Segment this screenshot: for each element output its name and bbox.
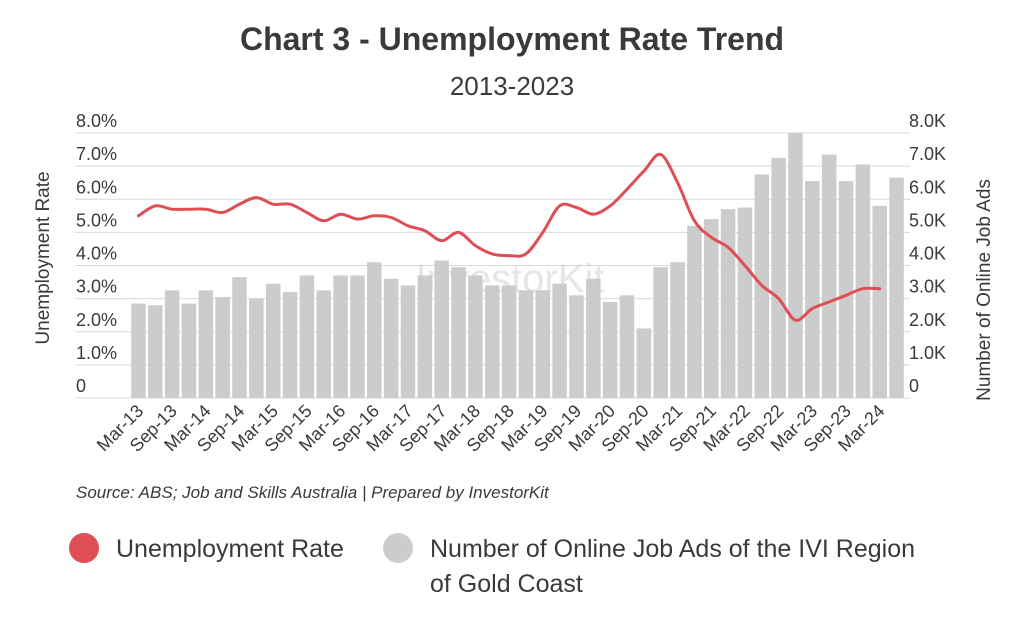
watermark: InvestorKit	[416, 257, 605, 301]
job-ads-bar	[518, 290, 534, 398]
job-ads-bar	[535, 290, 551, 398]
job-ads-bar	[215, 296, 230, 398]
right-axis-ticks: 0 1.0K 2.0K 3.0K 4.0K 5.0K 6.0K 7.0K 8.0K	[909, 111, 946, 396]
job-ads-bar	[333, 275, 348, 398]
left-tick-label: 8.0%	[76, 111, 117, 131]
job-ads-bar	[131, 303, 146, 398]
job-ads-bar	[148, 305, 163, 398]
left-axis-label: Unemployment Rate	[33, 171, 54, 344]
job-ads-bar	[484, 285, 500, 398]
job-ads-bar	[383, 278, 399, 398]
left-tick-label: 0	[76, 376, 86, 396]
right-tick-label: 5.0K	[909, 210, 946, 230]
x-axis-ticks: Mar-13Sep-13Mar-14Sep-14Mar-15Sep-15Mar-…	[93, 401, 889, 456]
legend-line-label: Unemployment Rate	[116, 535, 344, 563]
job-ads-bar	[653, 267, 668, 398]
job-ads-bar	[299, 275, 315, 398]
left-tick-label: 1.0%	[76, 343, 117, 363]
left-tick-label: 6.0%	[76, 177, 117, 197]
left-tick-label: 2.0%	[76, 310, 117, 330]
job-ads-bar	[704, 219, 719, 398]
right-tick-label: 7.0K	[909, 144, 946, 164]
legend: Unemployment Rate Number of Online Job A…	[69, 533, 915, 598]
job-ads-bar	[181, 303, 197, 398]
legend-line-swatch	[69, 533, 99, 563]
job-ads-bar	[282, 292, 298, 398]
job-ads-bar	[602, 301, 618, 398]
job-ads-bar	[265, 283, 281, 398]
job-ads-bar	[350, 275, 365, 398]
legend-bar-label-line2: of Gold Coast	[430, 570, 583, 598]
job-ads-bar	[788, 133, 803, 398]
unemployment-rate-line	[136, 152, 882, 322]
job-ads-bar	[687, 225, 702, 398]
right-tick-label: 8.0K	[909, 111, 946, 131]
job-ads-bar	[619, 295, 635, 398]
job-ads-bar	[198, 290, 214, 398]
job-ads-bar	[636, 328, 652, 398]
job-ads-bar	[367, 262, 382, 398]
left-tick-label: 7.0%	[76, 144, 117, 164]
job-ads-bar	[249, 298, 264, 398]
job-ads-bar	[434, 260, 449, 398]
job-ads-bar	[468, 275, 483, 398]
right-tick-label: 4.0K	[909, 244, 946, 264]
job-ads-bar	[501, 285, 517, 398]
right-tick-label: 3.0K	[909, 277, 946, 297]
job-ads-bar	[805, 181, 820, 398]
legend-bar-swatch	[383, 533, 413, 563]
job-ads-bar	[720, 209, 736, 398]
line-series	[136, 152, 882, 322]
job-ads-bar	[586, 278, 601, 398]
chart-subtitle: 2013-2023	[450, 71, 574, 101]
job-ads-bar	[400, 285, 416, 398]
left-axis-ticks: 0 1.0% 2.0% 3.0% 4.0% 5.0% 6.0% 7.0% 8.0%	[76, 111, 117, 396]
bar-series	[131, 133, 904, 398]
left-tick-label: 3.0%	[76, 277, 117, 297]
right-axis-label: Number of Online Job Ads	[974, 179, 995, 401]
job-ads-bar	[232, 277, 247, 398]
job-ads-bar	[855, 164, 871, 398]
job-ads-bar	[872, 205, 887, 398]
legend-bar-label-line1: Number of Online Job Ads of the IVI Regi…	[430, 535, 915, 563]
job-ads-bar	[316, 290, 331, 398]
job-ads-bar	[771, 157, 786, 398]
left-tick-label: 5.0%	[76, 210, 117, 230]
right-tick-label: 0	[909, 376, 919, 396]
job-ads-bar	[552, 283, 567, 398]
gridlines	[75, 132, 910, 399]
right-tick-label: 6.0K	[909, 177, 946, 197]
job-ads-bar	[670, 262, 685, 398]
job-ads-bar	[737, 207, 753, 398]
job-ads-bar	[451, 267, 466, 398]
chart-title: Chart 3 - Unemployment Rate Trend	[240, 21, 784, 57]
job-ads-bar	[417, 275, 433, 398]
job-ads-bar	[838, 181, 854, 398]
job-ads-bar	[164, 290, 180, 398]
job-ads-bar	[821, 154, 837, 398]
right-tick-label: 2.0K	[909, 310, 946, 330]
left-tick-label: 4.0%	[76, 244, 117, 264]
source-note: Source: ABS; Job and Skills Australia | …	[76, 483, 550, 502]
job-ads-bar	[569, 295, 584, 398]
job-ads-bar	[889, 177, 904, 398]
right-tick-label: 1.0K	[909, 343, 946, 363]
